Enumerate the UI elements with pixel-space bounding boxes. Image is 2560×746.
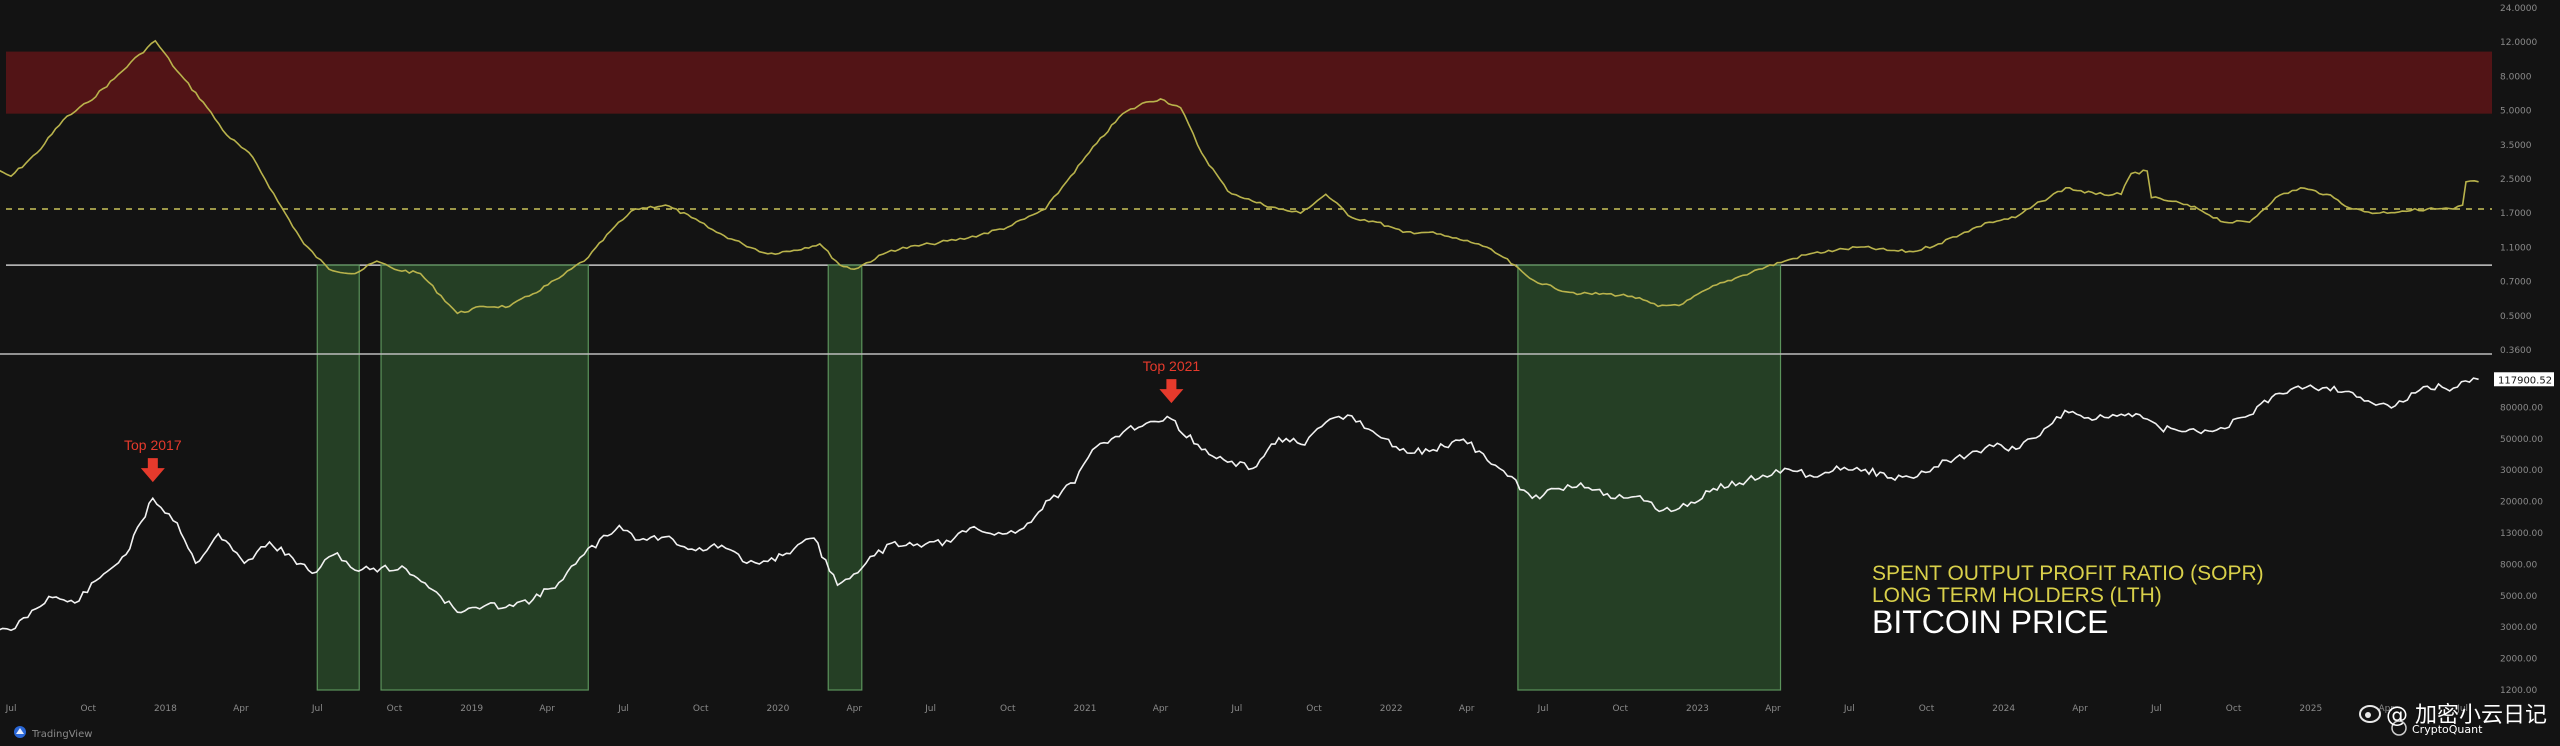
bitcoin-price-line — [0, 377, 2479, 632]
x-tick-label: Oct — [80, 704, 96, 714]
x-tick-label: Apr — [2378, 704, 2394, 714]
x-tick-label: Oct — [1612, 704, 1628, 714]
sopr-y-tick-label: 8.0000 — [2500, 72, 2532, 82]
legend-sopr: SPENT OUTPUT PROFIT RATIO (SOPR) — [1872, 562, 2264, 585]
tradingview-icon — [14, 726, 26, 738]
cryptoquant-icon — [2391, 720, 2407, 736]
highlight-period-2 — [380, 264, 589, 691]
legend-bitcoin-price: BITCOIN PRICE — [1872, 604, 2108, 640]
top-annotation-1: Top 2017 — [124, 437, 182, 453]
x-tick-label: Jul — [1537, 704, 1549, 714]
price-y-tick-label: 5000.00 — [2500, 592, 2537, 602]
legend: SPENT OUTPUT PROFIT RATIO (SOPR) LONG TE… — [1872, 562, 2264, 640]
sopr-y-tick-label: 12.0000 — [2500, 38, 2537, 48]
top-arrow-1 — [140, 458, 165, 483]
sopr-y-tick-label: 3.5000 — [2500, 141, 2532, 151]
x-tick-label: Jul — [5, 704, 17, 714]
x-tick-label: Jul — [2456, 704, 2468, 714]
sopr-lth-line — [0, 39, 2479, 315]
sopr-y-tick-label: 0.3600 — [2500, 346, 2532, 356]
weibo-handle: @ 加密小云日记 — [2386, 703, 2547, 728]
x-tick-label: 2025 — [2299, 704, 2322, 714]
legend-lth: LONG TERM HOLDERS (LTH) — [1872, 584, 2162, 607]
weibo-icon — [2359, 705, 2381, 723]
last-price-label: 117900.52 — [2498, 375, 2552, 386]
price-y-tick-label: 3000.00 — [2500, 623, 2537, 633]
price-y-tick-label: 2000.00 — [2500, 655, 2537, 665]
x-tick-label: Oct — [1000, 704, 1016, 714]
x-tick-label: 2020 — [766, 704, 789, 714]
x-tick-label: Jul — [1843, 704, 1855, 714]
price-y-tick-label: 8000.00 — [2500, 560, 2537, 570]
sopr-y-tick-label: 5.0000 — [2500, 107, 2532, 117]
x-tick-label: Jul — [1230, 704, 1242, 714]
x-tick-label: Oct — [1306, 704, 1322, 714]
highlight-period-1 — [316, 264, 360, 691]
top-arrow-2 — [1159, 379, 1184, 404]
x-tick-label: Apr — [539, 704, 555, 714]
price-y-tick-label: 80000.00 — [2500, 403, 2543, 413]
sopr-y-tick-label: 1.1000 — [2500, 243, 2532, 253]
x-tick-label: Apr — [2072, 704, 2088, 714]
sopr-y-tick-label: 1.7000 — [2500, 209, 2532, 219]
x-tick-label: Jul — [617, 704, 629, 714]
tradingview-logo: TradingView — [14, 726, 92, 740]
price-y-tick-label: 30000.00 — [2500, 466, 2543, 476]
x-tick-label: Apr — [1765, 704, 1781, 714]
price-y-tick-label: 50000.00 — [2500, 435, 2543, 445]
x-tick-label: 2024 — [1992, 704, 2015, 714]
x-tick-label: Oct — [1919, 704, 1935, 714]
weibo-watermark: @ 加密小云日记 — [2359, 703, 2547, 728]
price-y-tick-label: 13000.00 — [2500, 529, 2543, 539]
sopr-high-band — [6, 51, 2492, 114]
x-tick-label: Oct — [2226, 704, 2242, 714]
x-tick-label: Jul — [2150, 704, 2162, 714]
x-tick-label: 2023 — [1686, 704, 1709, 714]
top-annotation-2: Top 2021 — [1143, 358, 1201, 374]
sopr-y-tick-label: 0.7000 — [2500, 278, 2532, 288]
sopr-y-tick-label: 24.0000 — [2500, 4, 2537, 14]
x-tick-label: Apr — [1459, 704, 1475, 714]
x-tick-label: Apr — [233, 704, 249, 714]
x-tick-label: 2021 — [1074, 704, 1097, 714]
x-tick-label: Apr — [846, 704, 862, 714]
x-tick-label: Apr — [1153, 704, 1169, 714]
x-tick-label: Oct — [387, 704, 403, 714]
tradingview-wordmark: TradingView — [31, 729, 92, 740]
x-tick-label: Oct — [693, 704, 709, 714]
cryptoquant-wordmark: CryptoQuant — [2412, 723, 2483, 736]
x-tick-label: 2019 — [460, 704, 483, 714]
price-y-tick-label: 1200.00 — [2500, 686, 2537, 696]
highlight-period-4 — [1517, 264, 1782, 691]
last-price-tag — [2494, 372, 2554, 387]
price-y-tick-label: 20000.00 — [2500, 498, 2543, 508]
x-tick-label: Jul — [924, 704, 936, 714]
cryptoquant-watermark: CryptoQuant — [2391, 720, 2483, 736]
sopr-y-tick-label: 2.5000 — [2500, 175, 2532, 185]
x-tick-label: 2018 — [154, 704, 177, 714]
sopr-y-tick-label: 0.5000 — [2500, 312, 2532, 322]
x-tick-label: Jul — [311, 704, 323, 714]
highlight-period-3 — [827, 264, 863, 691]
x-tick-label: 2022 — [1380, 704, 1403, 714]
